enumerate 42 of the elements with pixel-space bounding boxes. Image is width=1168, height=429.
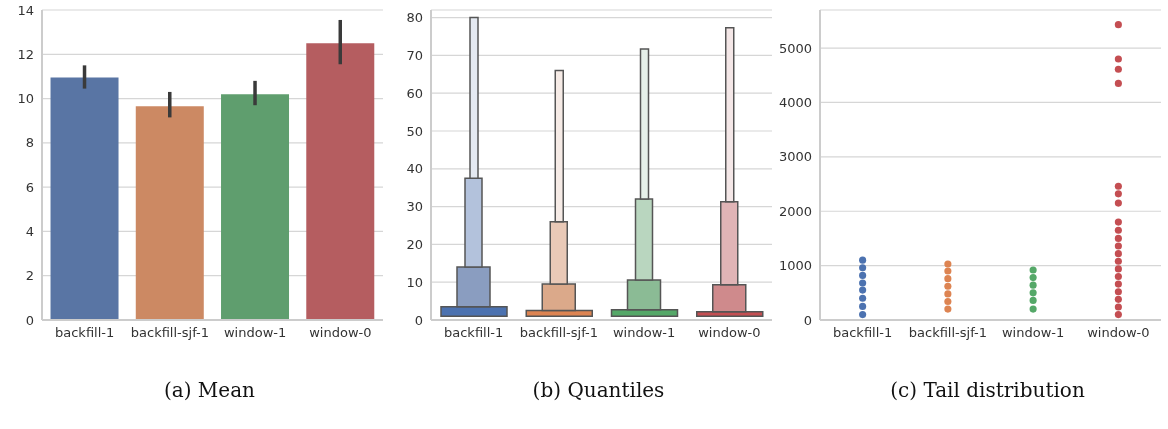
y-tick-label: 80: [406, 10, 423, 26]
y-tick-label: 8: [25, 135, 34, 151]
y-tick-label: 0: [803, 312, 812, 328]
text: (c) Tail distribution: [889, 378, 1086, 402]
x-tick-label: backfill-sjf-1: [130, 325, 209, 341]
y-tick-label: 10: [17, 91, 34, 107]
y-tick-label: 4000: [778, 95, 812, 111]
y-tick-label: 50: [406, 123, 423, 139]
y-tick-label: 2: [25, 268, 34, 284]
y-tick-label: 5000: [778, 40, 812, 56]
x-tick-label: backfill-1: [443, 325, 504, 341]
y-tick-label: 60: [406, 85, 423, 101]
x-tick-label: window-1: [612, 325, 676, 341]
y-tick-label: 14: [17, 2, 34, 18]
x-tick-label: backfill-1: [832, 325, 893, 341]
bar: [221, 94, 290, 320]
y-tick-label: 20: [406, 237, 423, 253]
y-tick-label: 40: [406, 161, 423, 177]
x-tick-label: window-1: [1001, 325, 1065, 341]
bar: [135, 106, 204, 320]
text: (a) Mean: [163, 378, 256, 402]
y-tick-label: 10: [406, 274, 423, 290]
text: (b) Quantiles: [531, 378, 666, 402]
y-tick-label: 2000: [778, 203, 812, 219]
x-tick-label: window-0: [698, 325, 761, 341]
y-tick-label: 4: [25, 224, 34, 240]
x-tick-label: window-0: [309, 325, 372, 341]
bar: [306, 43, 375, 320]
y-tick-label: 0: [25, 312, 34, 328]
x-tick-label: window-0: [1087, 325, 1150, 341]
bar: [50, 77, 119, 320]
y-tick-label: 70: [406, 47, 423, 63]
y-tick-label: 3000: [778, 149, 812, 165]
x-tick-label: window-1: [223, 325, 287, 341]
x-tick-label: backfill-1: [54, 325, 115, 341]
x-tick-label: backfill-sjf-1: [908, 325, 987, 341]
x-tick-label: backfill-sjf-1: [519, 325, 598, 341]
y-tick-label: 1000: [778, 258, 812, 274]
y-tick-label: 6: [25, 179, 34, 195]
y-tick-label: 12: [17, 46, 34, 62]
y-tick-label: 0: [414, 312, 423, 328]
y-tick-label: 30: [406, 199, 423, 215]
